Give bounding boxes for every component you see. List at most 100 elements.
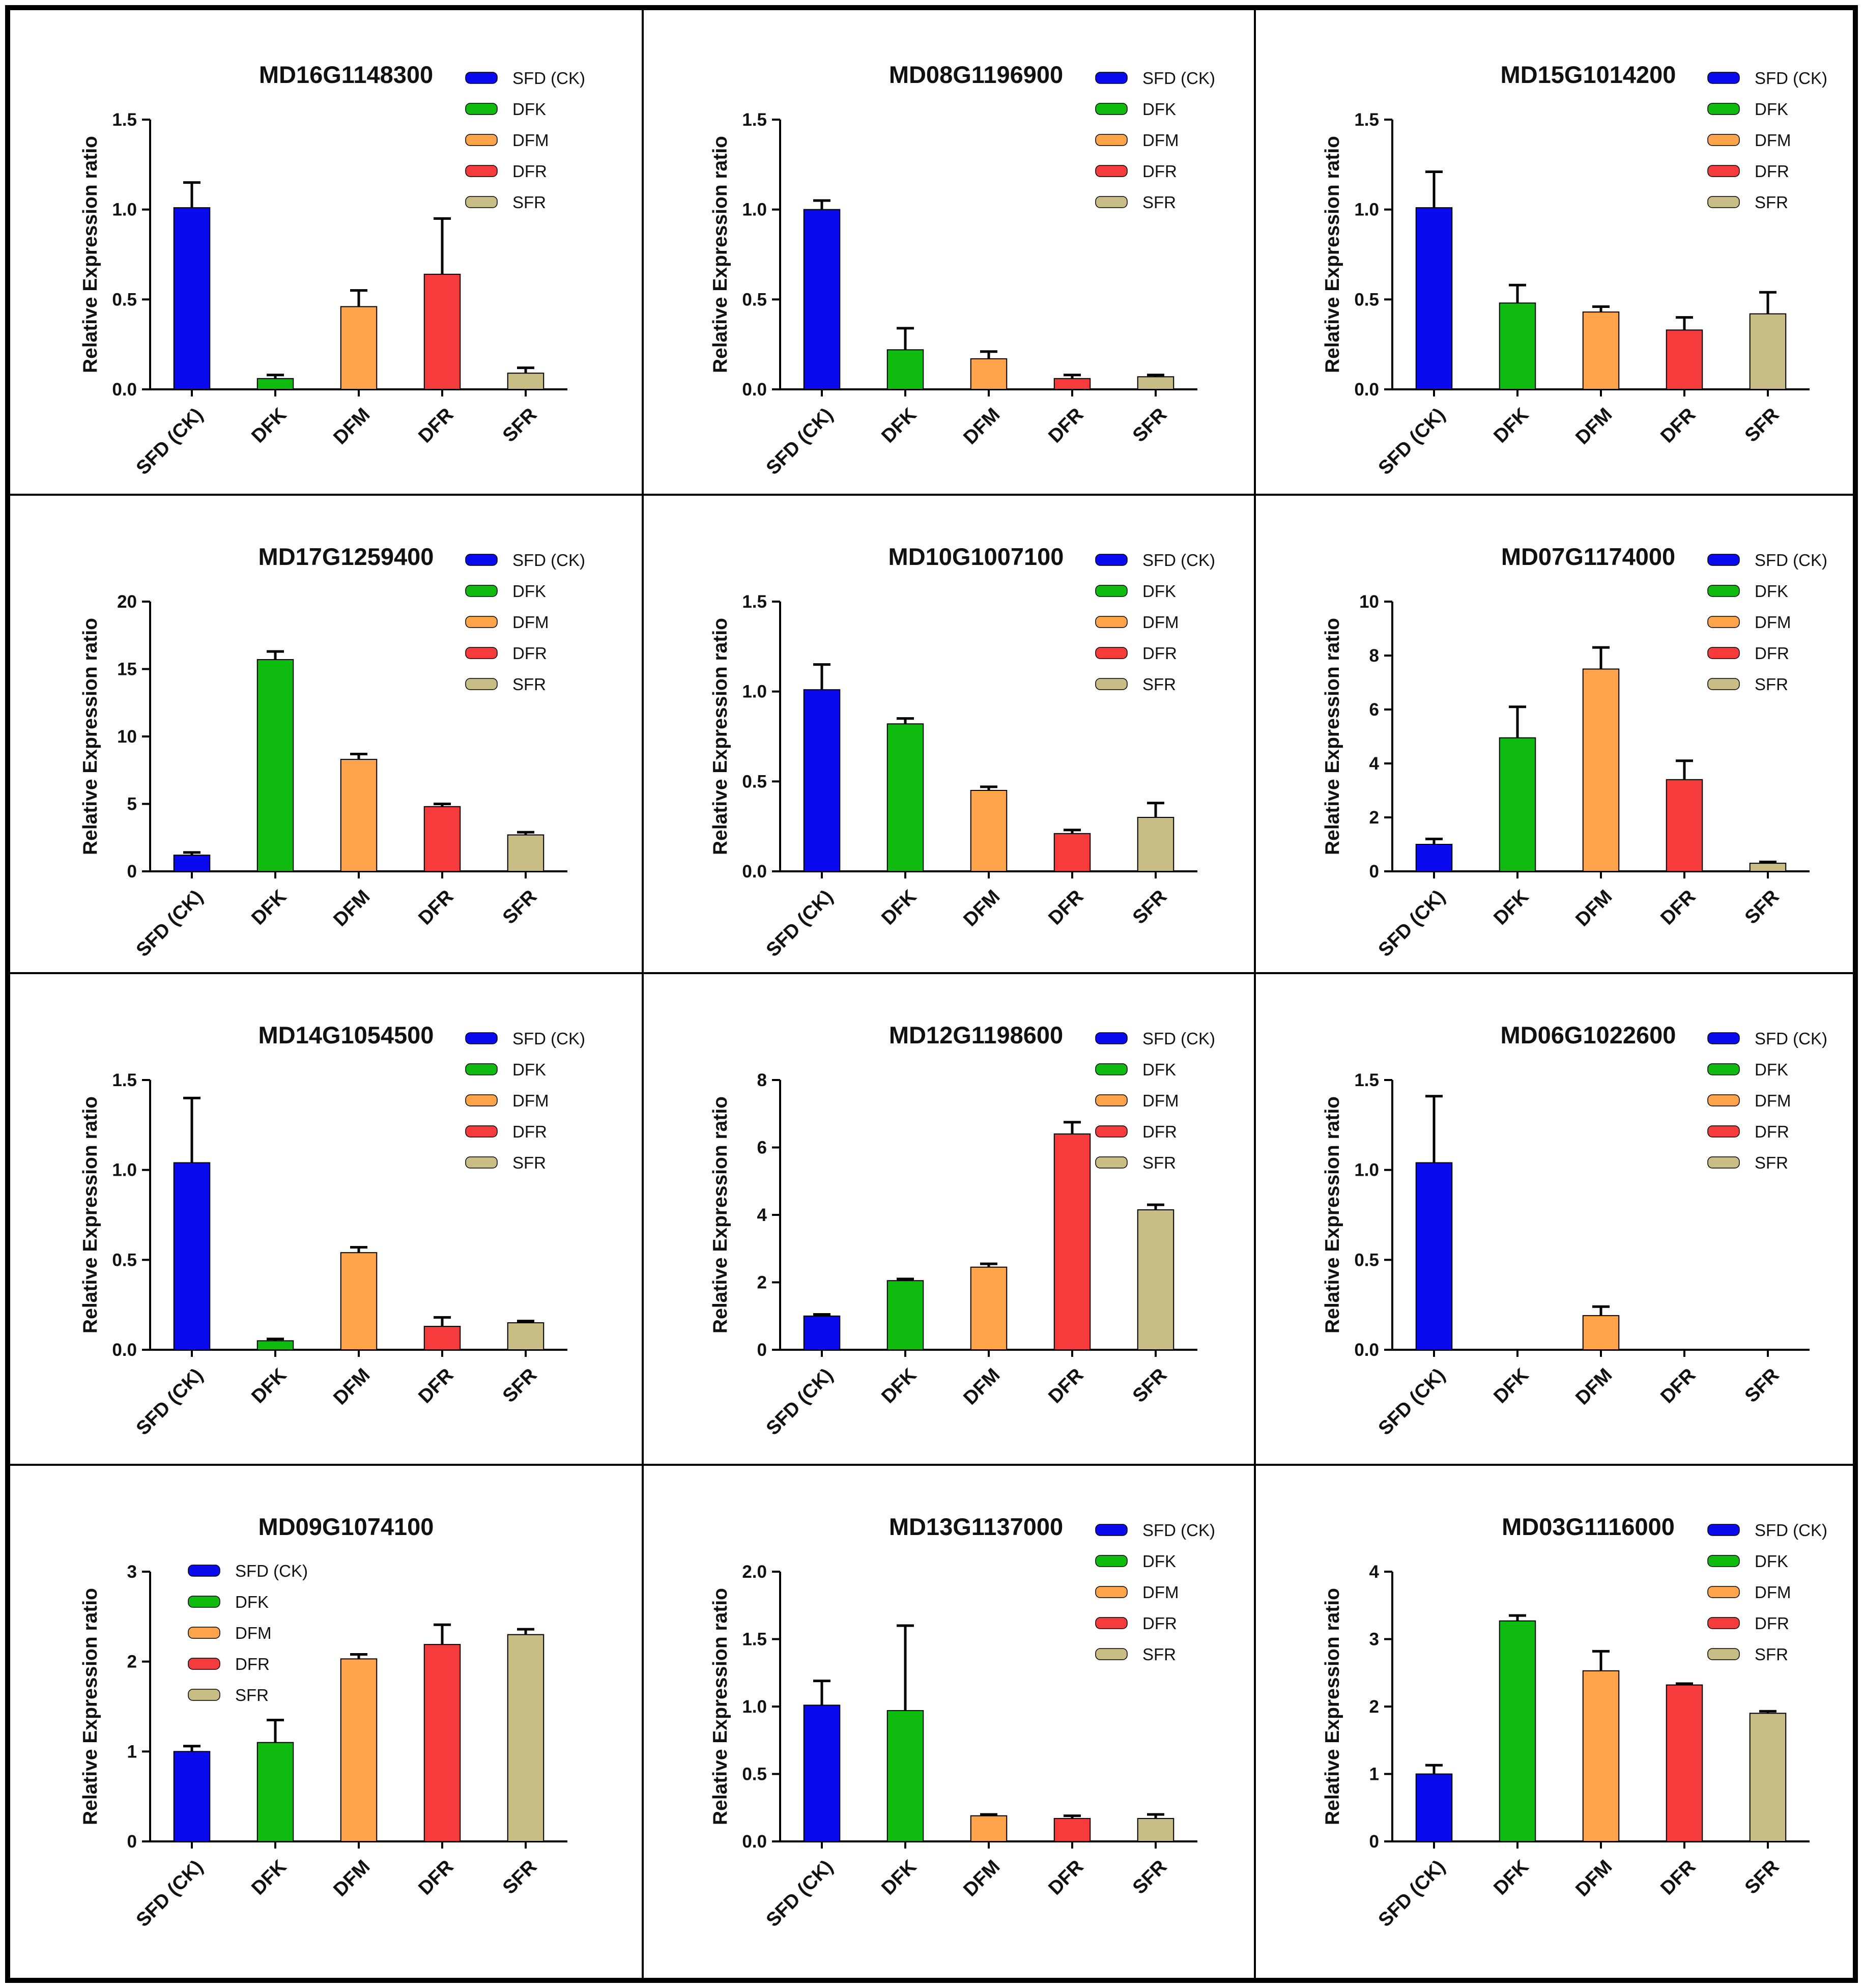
- legend-label-dfr: DFR: [512, 1122, 547, 1141]
- y-axis-label: Relative Expression ratio: [1322, 1096, 1343, 1333]
- y-tick-label: 0.5: [1354, 1250, 1379, 1270]
- bar-dfm: [1582, 311, 1620, 390]
- y-tick-label: 1.0: [112, 200, 137, 220]
- bar-dfm: [340, 1658, 378, 1842]
- legend-swatch-dfr: [1095, 1125, 1128, 1138]
- legend-label-dfr: DFR: [1755, 644, 1789, 663]
- legend-label-dfk: DFK: [1142, 1060, 1176, 1079]
- bar-sfr: [1137, 817, 1174, 872]
- chart-panel-10: MD09G1074100 Relative Expression ratio 0 1 2…: [79, 1513, 567, 1931]
- y-tick-label: 8: [1369, 646, 1379, 666]
- bar-sfr: [507, 1322, 544, 1350]
- legend-label-dfk: DFK: [512, 582, 546, 601]
- y-tick-label: 5: [127, 794, 137, 814]
- legend-label-dfk: DFK: [1755, 1552, 1788, 1571]
- legend-swatch-sfr: [1095, 1156, 1128, 1169]
- bar-dfm: [340, 306, 378, 390]
- y-tick-label: 6: [1369, 700, 1379, 720]
- legend-swatch-dfm: [1707, 1094, 1740, 1106]
- legend-swatch-sfd-ck: [1707, 554, 1740, 566]
- legend-label-dfr: DFR: [1755, 1122, 1789, 1141]
- bar-dfk: [1499, 302, 1536, 390]
- chart-title: MD06G1022600: [1501, 1021, 1676, 1048]
- bar-dfr: [423, 1326, 461, 1350]
- y-tick-label: 1.5: [742, 110, 767, 130]
- legend-label-sfr: SFR: [512, 193, 546, 212]
- y-tick-label: 0: [127, 862, 137, 882]
- y-tick-label: 0.5: [112, 290, 137, 309]
- legend-swatch-dfk: [465, 103, 498, 115]
- legend-label-sfd-ck: SFD (CK): [1142, 1521, 1215, 1540]
- legend-label-dfr: DFR: [1755, 162, 1789, 181]
- y-tick-label: 0: [757, 1340, 767, 1360]
- legend-swatch-sfr: [465, 196, 498, 208]
- chart-panel-2: MD08G1196900 Relative Expression ratio 0.0…: [709, 61, 1215, 479]
- legend-swatch-dfr: [1095, 1617, 1128, 1629]
- bar-sfd-ck: [173, 1162, 211, 1351]
- bar-sfd-ck: [173, 207, 211, 390]
- bar-dfm: [970, 1815, 1008, 1842]
- legend-swatch-dfr: [1707, 1125, 1740, 1138]
- legend-swatch-sfr: [1095, 678, 1128, 690]
- bar-dfr: [1053, 833, 1091, 872]
- bar-dfk: [1499, 737, 1536, 872]
- legend-swatch-dfr: [465, 1125, 498, 1138]
- y-tick-label: 0.0: [112, 1340, 137, 1360]
- bar-dfm: [1582, 1670, 1620, 1842]
- legend-swatch-dfm: [1095, 134, 1128, 146]
- legend-swatch-dfk: [1707, 103, 1740, 115]
- legend-swatch-sfr: [465, 678, 498, 690]
- y-tick-label: 1.0: [1354, 200, 1379, 220]
- legend-label-dfr: DFR: [1142, 644, 1177, 663]
- bar-dfm: [970, 790, 1008, 872]
- y-tick-label: 10: [1359, 592, 1379, 612]
- y-tick-label: 1.5: [742, 592, 767, 612]
- legend-label-sfr: SFR: [1142, 675, 1176, 694]
- legend-label-dfr: DFR: [1142, 162, 1177, 181]
- bar-dfk: [256, 1340, 294, 1350]
- legend-label-dfm: DFM: [235, 1624, 271, 1642]
- y-axis-label: Relative Expression ratio: [1322, 136, 1343, 373]
- legend-swatch-dfk: [1095, 1063, 1128, 1075]
- legend-swatch-dfm: [1095, 1586, 1128, 1598]
- legend-label-dfr: DFR: [235, 1655, 270, 1673]
- y-axis-label: Relative Expression ratio: [79, 1096, 101, 1333]
- legend-swatch-dfm: [188, 1627, 220, 1639]
- legend-swatch-dfk: [1707, 1555, 1740, 1567]
- legend-swatch-dfk: [1095, 585, 1128, 597]
- y-axis-label: Relative Expression ratio: [709, 1588, 731, 1825]
- legend-swatch-sfd-ck: [465, 72, 498, 84]
- legend-swatch-sfr: [465, 1156, 498, 1169]
- y-tick-label: 1.0: [1354, 1160, 1379, 1180]
- legend-swatch-dfk: [1095, 103, 1128, 115]
- bar-sfd-ck: [803, 1705, 841, 1842]
- bar-sfd-ck: [803, 1315, 841, 1350]
- legend-swatch-sfd-ck: [465, 1032, 498, 1044]
- legend: SFD (CK) DFK DFM DFR SFR: [1095, 1521, 1215, 1664]
- bar-sfd-ck: [1415, 1162, 1453, 1351]
- bar-sfd-ck: [173, 855, 211, 872]
- y-tick-label: 3: [1369, 1630, 1379, 1650]
- y-tick-label: 0.5: [742, 290, 767, 309]
- chart-panel-7: MD14G1054500 Relative Expression ratio 0.0…: [79, 1021, 585, 1439]
- legend-label-sfd-ck: SFD (CK): [1142, 551, 1215, 570]
- legend-label-dfm: DFM: [512, 131, 549, 150]
- legend-label-sfr: SFR: [1755, 193, 1788, 212]
- y-tick-label: 2: [1369, 1697, 1379, 1717]
- bar-dfm: [970, 1266, 1008, 1350]
- legend-label-dfk: DFK: [512, 100, 546, 119]
- bar-dfr: [1666, 1684, 1703, 1842]
- y-tick-label: 0.5: [1354, 290, 1379, 309]
- bar-dfm: [1582, 668, 1620, 872]
- legend-label-dfm: DFM: [1755, 1583, 1791, 1602]
- legend-label-sfd-ck: SFD (CK): [235, 1561, 308, 1580]
- legend-swatch-sfd-ck: [465, 554, 498, 566]
- y-tick-label: 0.5: [742, 1765, 767, 1784]
- y-tick-label: 4: [1369, 754, 1380, 774]
- y-tick-label: 0.0: [742, 862, 767, 882]
- legend-swatch-dfr: [1707, 647, 1740, 659]
- legend-label-sfd-ck: SFD (CK): [1755, 551, 1827, 570]
- bar-dfk: [256, 378, 294, 390]
- y-tick-label: 1.5: [742, 1630, 767, 1650]
- legend-label-dfk: DFK: [1755, 1060, 1788, 1079]
